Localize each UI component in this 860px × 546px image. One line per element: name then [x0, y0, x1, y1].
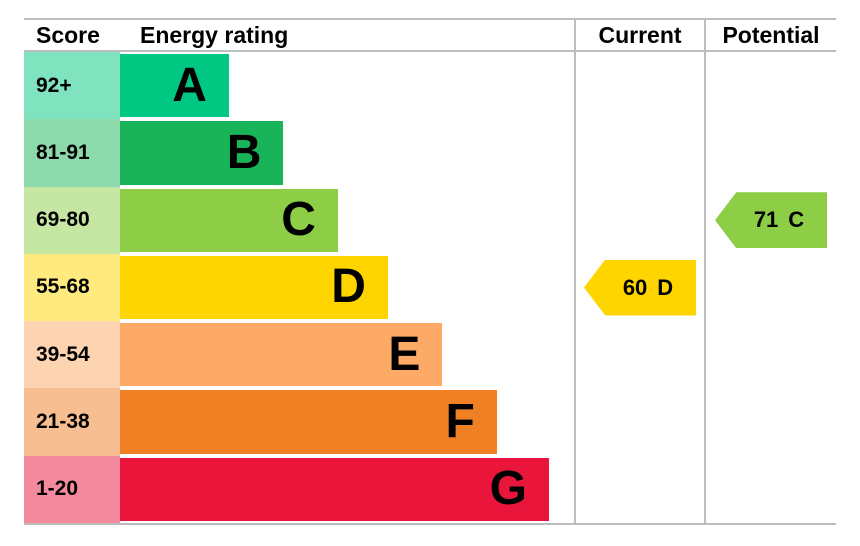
- band-letter: D: [331, 260, 366, 314]
- band-bar: D: [120, 255, 388, 320]
- band-letter: G: [489, 462, 528, 516]
- current-column-header: Current: [574, 18, 704, 52]
- current-rating-value: 60: [622, 274, 648, 300]
- energy-band-row: 81-91 B: [24, 119, 574, 187]
- band-score-range: 21-38: [24, 388, 120, 456]
- band-letter: F: [445, 395, 475, 449]
- energy-bands-area: 92+ A 81-91 B 69-80 C 55-68 D: [24, 52, 574, 525]
- current-rating-letter: D: [657, 274, 674, 300]
- band-score-range: 92+: [24, 52, 120, 120]
- band-bar: B: [120, 121, 284, 185]
- potential-rating-arrow: 71 C: [715, 192, 827, 249]
- band-bar: F: [120, 390, 497, 454]
- band-score-range: 39-54: [24, 321, 120, 389]
- band-letter: A: [172, 58, 207, 112]
- energy-band-row: 1-20 G: [24, 455, 574, 523]
- energy-band-row: 21-38 F: [24, 388, 574, 456]
- band-bar-area: E: [120, 321, 574, 388]
- potential-rating-value: 71: [753, 207, 779, 233]
- band-bar: E: [120, 323, 443, 387]
- band-bar: C: [120, 188, 338, 252]
- band-bar-area: B: [120, 119, 574, 186]
- energy-band-row: 55-68 D: [24, 253, 574, 322]
- current-column: 60 D: [574, 52, 704, 525]
- band-letter: C: [281, 193, 316, 247]
- energy-band-row: 39-54 E: [24, 321, 574, 389]
- band-score-range: 69-80: [24, 186, 120, 254]
- potential-column-header: Potential: [704, 18, 836, 52]
- band-bar-area: D: [120, 254, 574, 321]
- band-score-range: 55-68: [24, 253, 120, 322]
- potential-rating-letter: C: [788, 207, 805, 233]
- energy-rating-column-header: Energy rating: [120, 18, 574, 52]
- band-bar-area: C: [120, 187, 574, 254]
- band-bar-area: G: [120, 456, 574, 523]
- band-score-range: 81-91: [24, 119, 120, 187]
- band-score-range: 1-20: [24, 455, 120, 523]
- band-letter: E: [388, 327, 421, 381]
- band-bar: G: [120, 457, 550, 521]
- energy-band-row: 69-80 C: [24, 186, 574, 254]
- score-column-header: Score: [24, 18, 120, 52]
- energy-band-row: 92+ A: [24, 52, 574, 120]
- band-bar-area: F: [120, 388, 574, 455]
- band-letter: B: [226, 125, 262, 179]
- band-bar: A: [120, 54, 229, 118]
- potential-column: 71 C: [704, 52, 836, 525]
- current-rating-arrow: 60 D: [584, 259, 696, 316]
- band-bar-area: A: [120, 52, 574, 119]
